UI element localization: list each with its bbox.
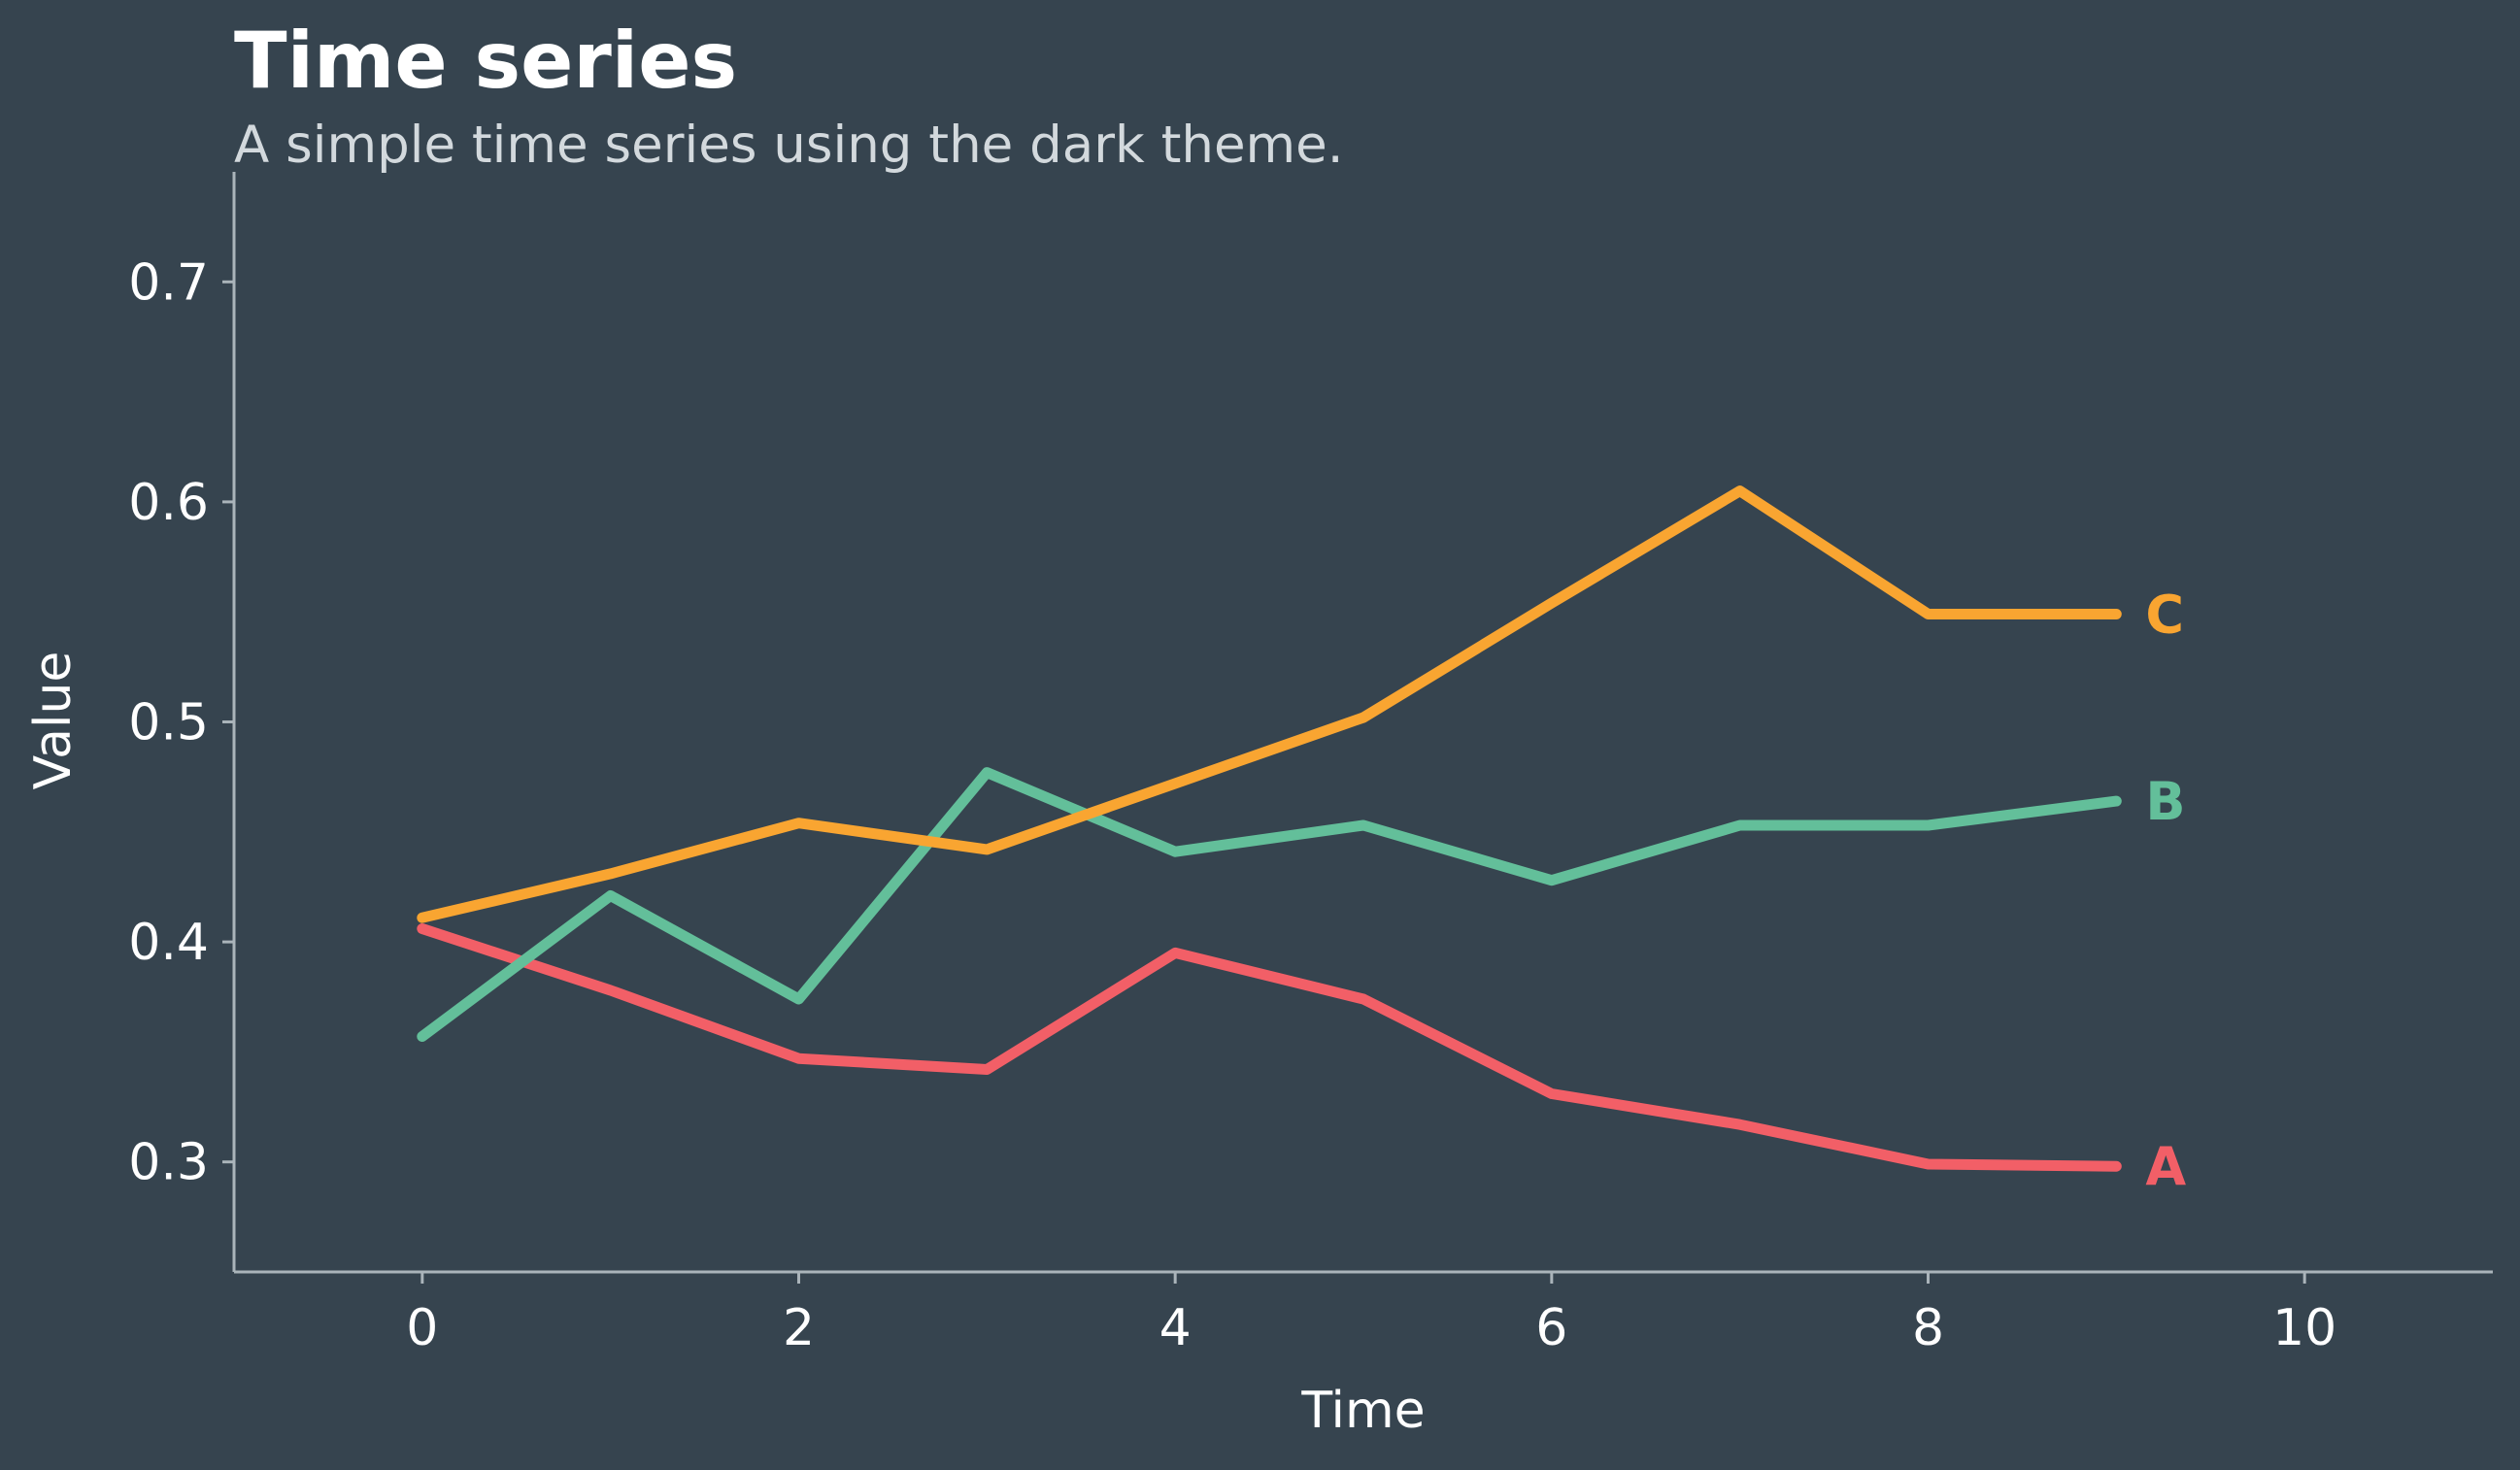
x-tick-label: 0 [406,1299,438,1357]
chart-title: Time series [234,16,737,106]
series-labels: A B C [2145,584,2186,1197]
y-tick-label: 0.7 [128,253,209,312]
x-tick-label: 10 [2272,1299,2336,1357]
series-label-a: A [2145,1136,2186,1197]
series-line-a [417,923,2122,1172]
y-tick-label: 0.3 [128,1134,209,1192]
x-axis-ticks: 0 2 4 6 8 10 [406,1272,2336,1357]
series-line-c [417,485,2122,923]
x-axis-label: Time [1300,1382,1425,1440]
y-tick-label: 0.5 [128,694,209,752]
x-tick-label: 6 [1535,1299,1567,1357]
y-axis-ticks: 0.3 0.4 0.5 0.6 0.7 [128,253,234,1192]
series-label-b: B [2145,771,2185,832]
x-tick-label: 8 [1912,1299,1944,1357]
x-tick-label: 4 [1159,1299,1192,1357]
series-lines [417,485,2122,1172]
x-tick-label: 2 [783,1299,815,1357]
series-line-b [417,767,2122,1042]
y-axis-label: Value [24,651,83,790]
y-tick-label: 0.4 [128,914,209,972]
series-label-c: C [2145,584,2184,645]
y-tick-label: 0.6 [128,474,209,532]
chart-subtitle: A simple time series using the dark them… [234,116,1344,175]
